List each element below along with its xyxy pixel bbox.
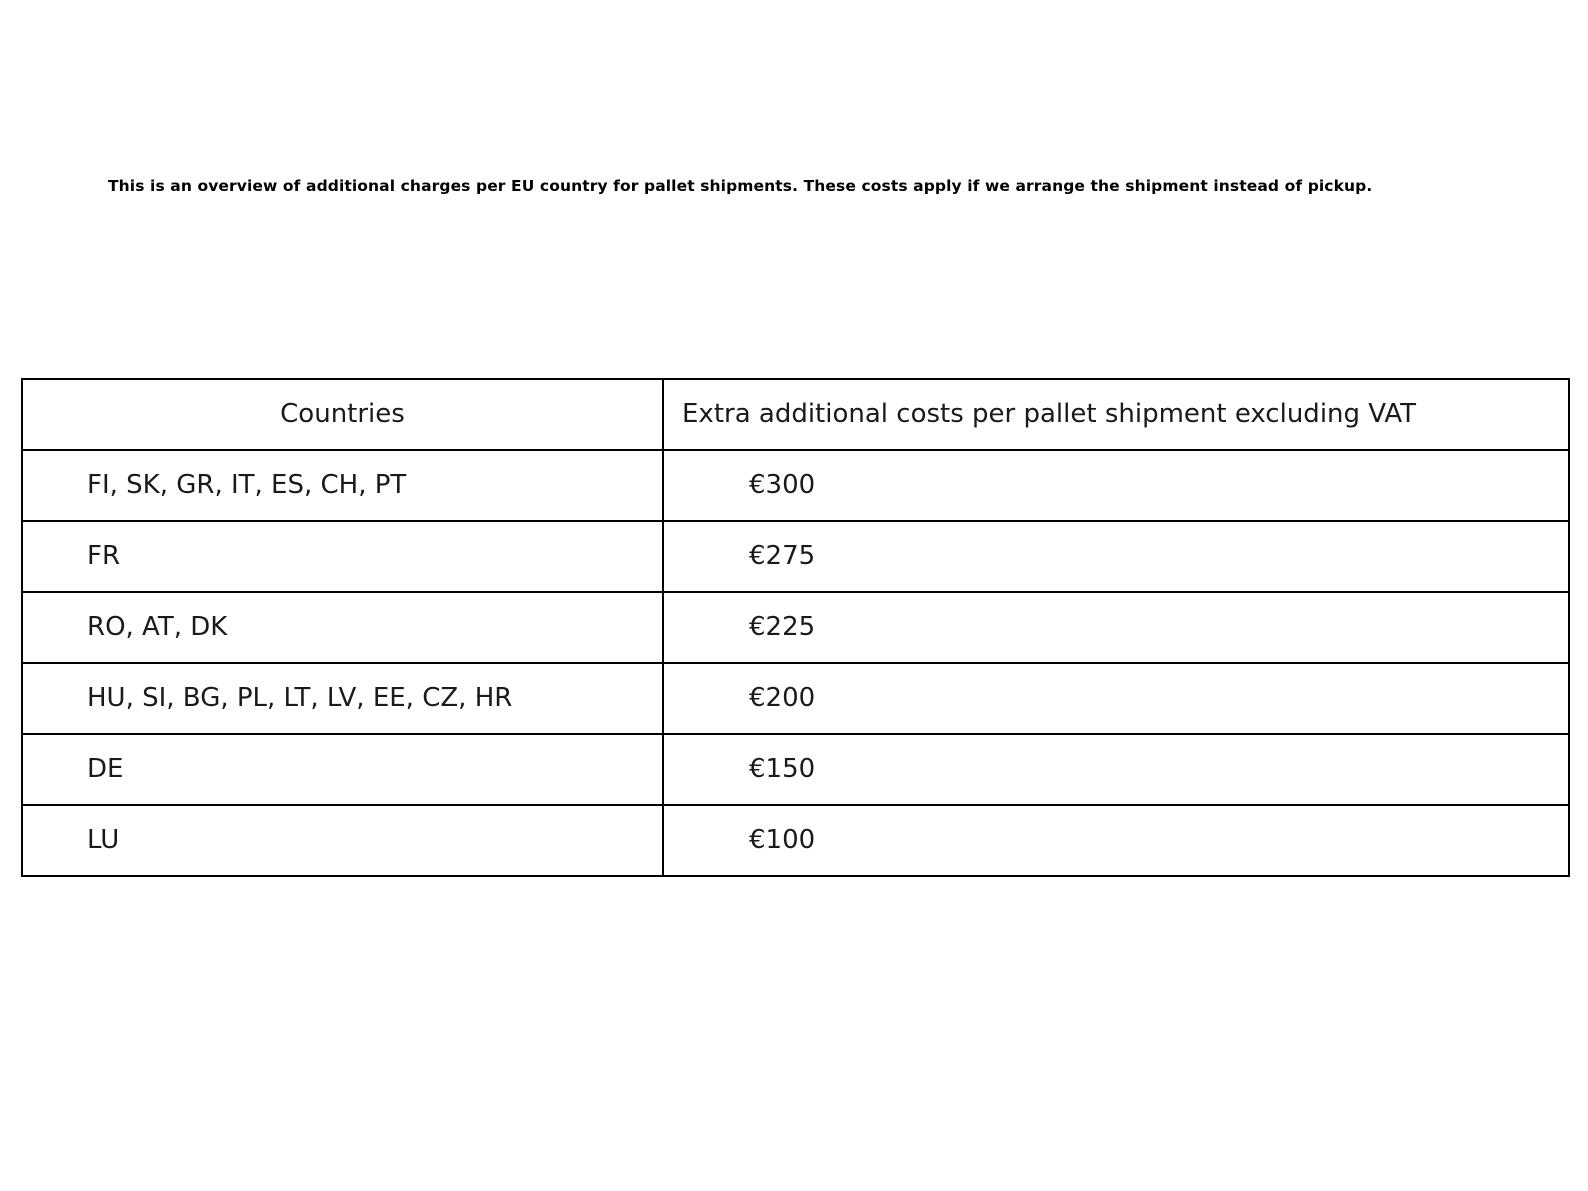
table-row: DE €150 [21, 733, 1570, 806]
cell-countries: FI, SK, GR, IT, ES, CH, PT [21, 449, 664, 522]
cell-cost: €150 [662, 733, 1570, 806]
table-header: Countries Extra additional costs per pal… [21, 378, 1570, 451]
cell-cost: €275 [662, 520, 1570, 593]
cell-countries: DE [21, 733, 664, 806]
table-row: HU, SI, BG, PL, LT, LV, EE, CZ, HR €200 [21, 662, 1570, 735]
table-header-row: Countries Extra additional costs per pal… [21, 378, 1570, 451]
cell-countries: LU [21, 804, 664, 877]
column-header-extra-cost: Extra additional costs per pallet shipme… [662, 378, 1570, 451]
column-header-countries: Countries [21, 378, 664, 451]
table-row: RO, AT, DK €225 [21, 591, 1570, 664]
cell-cost: €300 [662, 449, 1570, 522]
table-row: FR €275 [21, 520, 1570, 593]
cell-countries: FR [21, 520, 664, 593]
intro-note: This is an overview of additional charge… [108, 176, 1373, 195]
table-row: FI, SK, GR, IT, ES, CH, PT €300 [21, 449, 1570, 522]
cell-cost: €200 [662, 662, 1570, 735]
additional-charges-table: Countries Extra additional costs per pal… [21, 378, 1570, 877]
cell-cost: €100 [662, 804, 1570, 877]
table-row: LU €100 [21, 804, 1570, 877]
table-body: FI, SK, GR, IT, ES, CH, PT €300 FR €275 … [21, 449, 1570, 877]
cell-cost: €225 [662, 591, 1570, 664]
cell-countries: RO, AT, DK [21, 591, 664, 664]
cell-countries: HU, SI, BG, PL, LT, LV, EE, CZ, HR [21, 662, 664, 735]
